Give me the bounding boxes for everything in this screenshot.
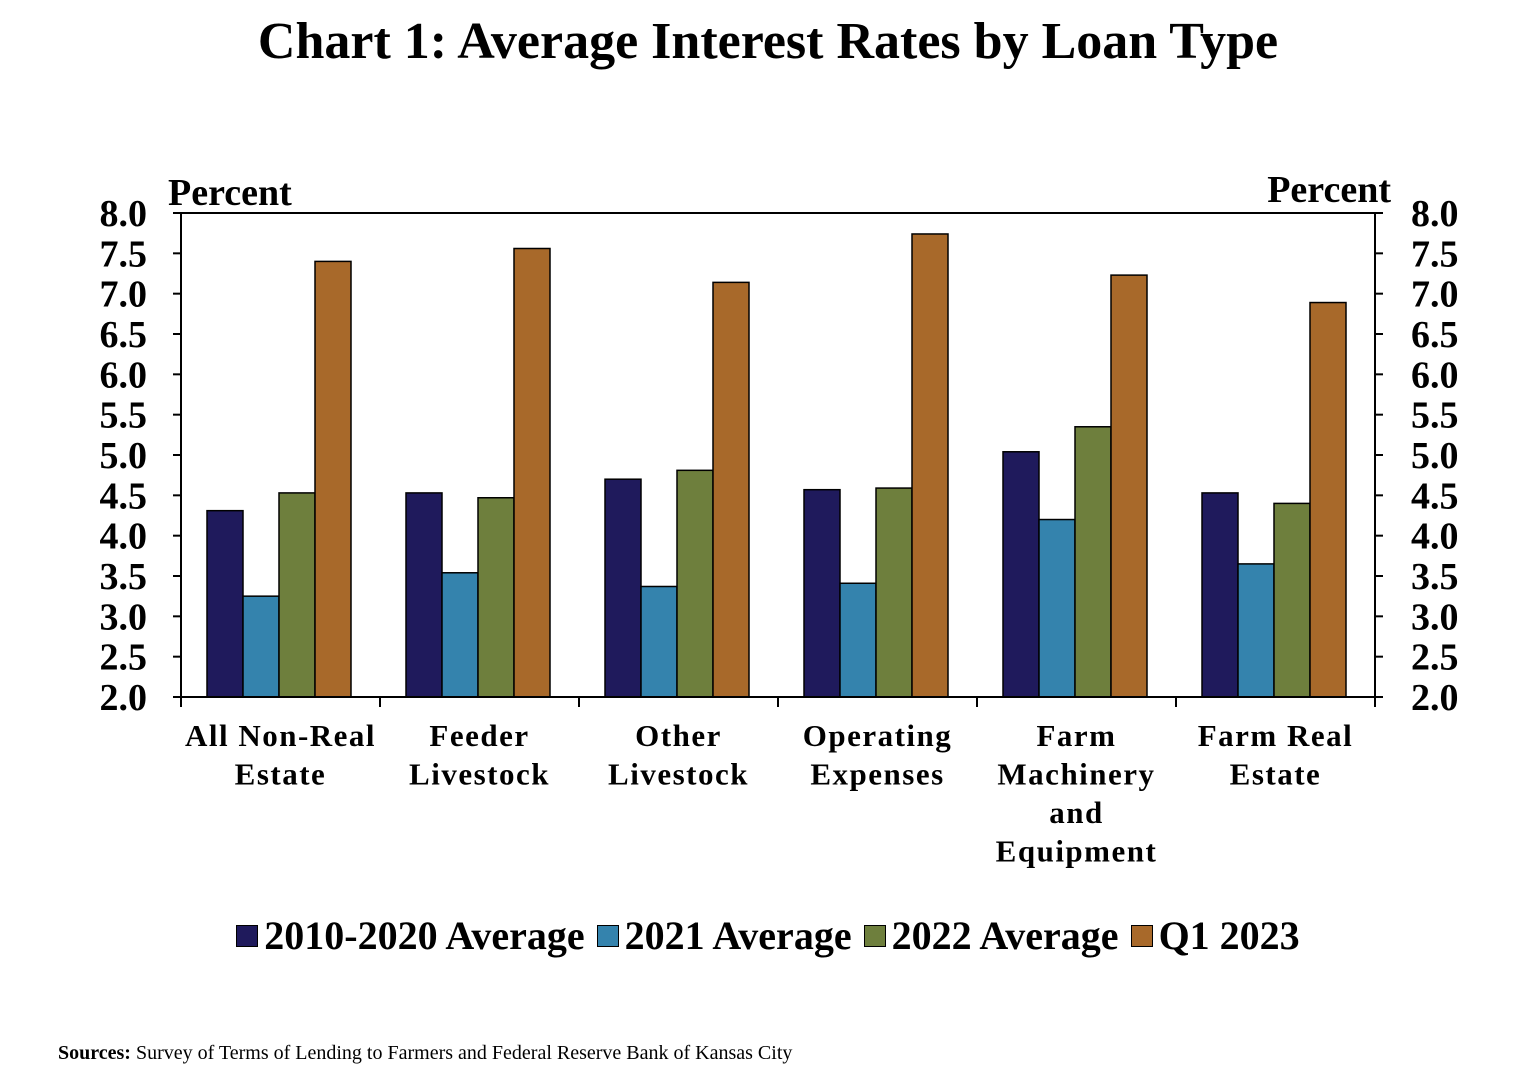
legend-swatch [1130, 924, 1153, 947]
bar-2022-average-2 [477, 497, 515, 698]
bar-q1-2023-4 [911, 233, 949, 698]
bar-2021-average-6 [1237, 563, 1275, 698]
x-category-label: Feeder [429, 718, 529, 753]
x-category-label: Livestock [608, 757, 749, 792]
y-tick-label-right: 4.0 [1411, 516, 1459, 558]
bar-q1-2023-5 [1110, 274, 1148, 698]
x-category-label: All Non-Real [185, 718, 376, 753]
legend: 2010-2020 Average 2021 Average 2022 Averag… [0, 912, 1536, 959]
y-tick-label-right: 4.5 [1411, 475, 1459, 517]
y-tick-label-left: 7.0 [100, 274, 148, 316]
legend-swatch [596, 924, 619, 947]
source-note: Sources: Survey of Terms of Lending to F… [58, 1042, 792, 1065]
y-tick-label-left: 5.0 [100, 435, 148, 477]
y-tick-label-right: 7.5 [1411, 233, 1459, 275]
legend-swatch [863, 924, 886, 947]
y-tick-label-left: 6.5 [100, 314, 148, 356]
bar-2021-average-5 [1038, 518, 1076, 698]
y-tick-label-left: 2.0 [100, 677, 148, 719]
legend-label: 2021 Average [624, 913, 852, 958]
y-axis-right: 2.02.53.03.54.04.55.05.56.06.57.07.58.0 [1375, 193, 1459, 719]
bar-2022-average-6 [1273, 502, 1311, 698]
bar-2021-average-1 [242, 595, 280, 698]
bar-q1-2023-6 [1309, 301, 1347, 698]
x-category-label: and [1049, 795, 1103, 830]
legend-label: Q1 2023 [1158, 913, 1300, 958]
y-tick-label-right: 2.0 [1411, 677, 1459, 719]
y-tick-label-left: 4.5 [100, 475, 148, 517]
y-axis-left-label: Percent [168, 172, 292, 214]
bar-2022-average-3 [676, 469, 714, 698]
bar-2022-average-5 [1074, 426, 1112, 698]
source-text: Survey of Terms of Lending to Farmers an… [135, 1042, 793, 1064]
x-category-label: Farm [1036, 718, 1116, 753]
bar-2010-2020-average-6 [1201, 492, 1239, 698]
y-tick-label-left: 5.5 [100, 395, 148, 437]
bar-q1-2023-2 [513, 247, 551, 698]
y-tick-label-right: 6.5 [1411, 314, 1459, 356]
bar-2021-average-2 [441, 572, 479, 698]
legend-item: 2022 Average [863, 912, 1119, 959]
y-tick-label-right: 3.0 [1411, 596, 1459, 638]
y-tick-label-right: 7.0 [1411, 274, 1459, 316]
bar-2022-average-1 [278, 492, 316, 698]
bar-series-group [206, 233, 1347, 698]
x-category-label: Livestock [409, 757, 550, 792]
y-tick-label-left: 7.5 [100, 233, 148, 275]
y-tick-label-left: 2.5 [100, 637, 148, 679]
source-label: Sources: [58, 1042, 131, 1064]
x-category-label: Estate [1230, 757, 1322, 792]
x-category-label: Other [635, 718, 722, 753]
bar-2010-2020-average-4 [803, 488, 841, 698]
x-category-label: Farm Real [1198, 718, 1354, 753]
y-tick-label-right: 3.5 [1411, 556, 1459, 598]
x-axis [180, 697, 1376, 707]
x-axis-labels: All Non-Real Estate Feeder Livestock Other Li… [185, 718, 1354, 869]
bar-2010-2020-average-2 [405, 492, 443, 698]
legend-item: 2010-2020 Average [236, 912, 585, 959]
bar-2010-2020-average-5 [1002, 451, 1040, 698]
bar-2022-average-4 [875, 487, 913, 698]
x-category-label: Equipment [996, 834, 1158, 869]
bar-2010-2020-average-1 [206, 509, 244, 698]
x-category-label: Estate [235, 757, 327, 792]
y-tick-label-left: 6.0 [100, 354, 148, 396]
y-tick-label-right: 6.0 [1411, 354, 1459, 396]
bar-q1-2023-1 [314, 260, 352, 698]
x-category-label: Machinery [997, 757, 1155, 792]
x-category-label: Operating [803, 718, 953, 753]
bar-2021-average-3 [640, 585, 678, 698]
y-tick-label-left: 3.5 [100, 556, 148, 598]
y-tick-label-right: 8.0 [1411, 193, 1459, 235]
bar-q1-2023-3 [712, 281, 750, 698]
plot-area-frame [180, 212, 1376, 698]
y-axis-right-label: Percent [1267, 169, 1391, 211]
legend-swatch [236, 924, 259, 947]
legend-label: 2010-2020 Average [264, 913, 585, 958]
y-tick-label-left: 4.0 [100, 516, 148, 558]
y-tick-label-right: 2.5 [1411, 637, 1459, 679]
x-category-label: Expenses [810, 757, 944, 792]
y-tick-label-right: 5.0 [1411, 435, 1459, 477]
legend-item: Q1 2023 [1130, 912, 1300, 959]
y-tick-label-right: 5.5 [1411, 395, 1459, 437]
legend-item: 2021 Average [596, 912, 852, 959]
bar-2021-average-4 [839, 582, 877, 698]
chart-title: Chart 1: Average Interest Rates by Loan … [257, 13, 1279, 70]
y-tick-label-left: 3.0 [100, 596, 148, 638]
bar-2010-2020-average-3 [604, 478, 642, 698]
legend-label: 2022 Average [891, 913, 1119, 958]
y-tick-label-left: 8.0 [100, 193, 148, 235]
y-axis-left: 2.02.53.03.54.04.55.05.56.06.57.07.58.0 [100, 193, 181, 719]
